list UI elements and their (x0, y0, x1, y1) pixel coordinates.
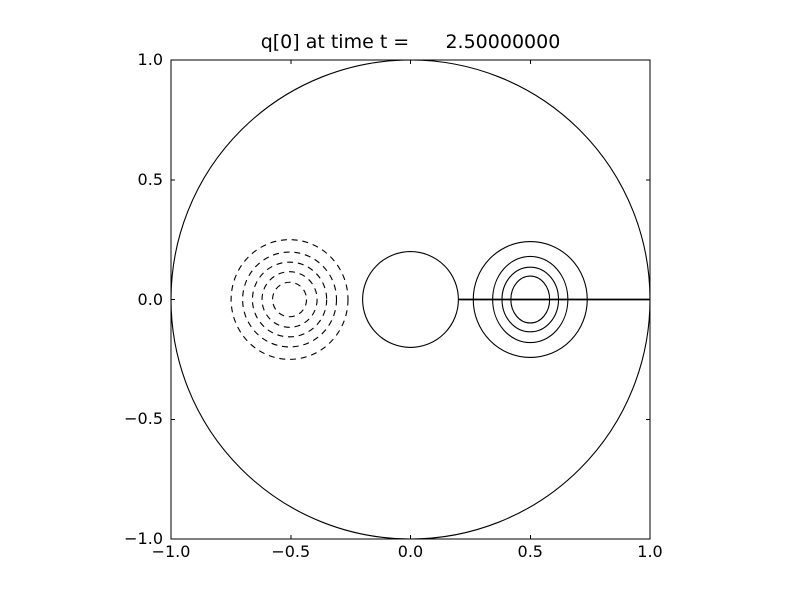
x-tick-label: −0.5 (271, 542, 311, 561)
negative-contour-ring (242, 251, 338, 348)
x-tick-label: 0.5 (517, 542, 543, 561)
y-tick-label: 0.0 (137, 289, 163, 309)
negative-contour-ring (261, 271, 318, 328)
negative-contour-ring (251, 261, 328, 338)
x-tick-label: 1.0 (637, 542, 663, 561)
negative-contour-ring (271, 281, 308, 318)
y-tick-label: −0.5 (124, 409, 163, 429)
plot-title: q[0] at time t = 2.50000000 (260, 31, 561, 53)
center-circle (362, 251, 459, 348)
x-tick-label: −1.0 (151, 542, 191, 561)
negative-contour-ring (230, 239, 349, 360)
y-tick-label: 1.0 (137, 50, 163, 69)
y-tick-label: 0.5 (137, 169, 163, 189)
x-tick-label: 0.0 (397, 542, 424, 561)
y-tick-label: −1.0 (124, 529, 163, 548)
